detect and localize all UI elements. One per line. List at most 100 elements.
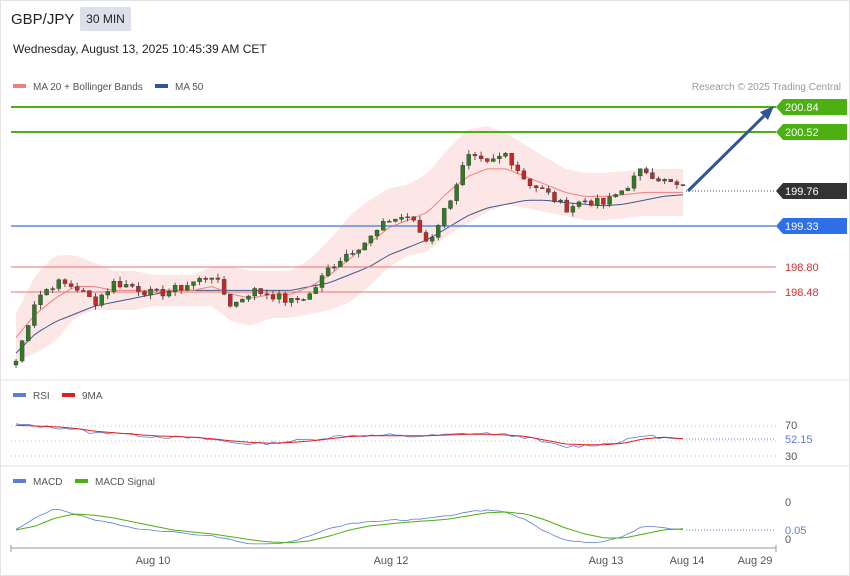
candle-body	[668, 178, 673, 182]
candle-body	[680, 184, 686, 186]
candle-body	[638, 168, 643, 177]
interval-badge[interactable]: 30 MIN	[80, 7, 131, 31]
macd-tick-0: 0	[785, 497, 791, 509]
candle-body	[381, 220, 386, 231]
candle-body	[38, 294, 43, 305]
candle-body	[466, 154, 471, 166]
candle-body	[148, 288, 153, 296]
candle-body	[387, 220, 392, 223]
candle-body	[313, 287, 318, 294]
candle-body	[423, 232, 429, 242]
candle-body	[503, 153, 508, 157]
candle-body	[558, 199, 563, 202]
candle-body	[540, 187, 545, 189]
symbol-title: GBP/JPY	[11, 11, 75, 28]
candle-body	[552, 192, 557, 202]
price-tag-199-33: 199.33	[776, 218, 847, 234]
candle-body	[270, 294, 276, 300]
candle-body	[478, 155, 484, 159]
candle-body	[62, 279, 68, 284]
price-tag-200-84-text: 200.84	[785, 102, 819, 114]
candle-body	[650, 172, 655, 179]
candle-body	[197, 278, 202, 283]
timestamp: Wednesday, August 13, 2025 10:45:39 AM C…	[13, 42, 267, 56]
rsi-ma-legend-label: 9MA	[82, 391, 103, 402]
candle-body	[362, 242, 367, 251]
candle-body	[123, 284, 129, 288]
candle-body	[56, 279, 61, 289]
candle-body	[252, 288, 257, 297]
candle-body	[607, 196, 612, 205]
rsi-value: 52.15	[785, 434, 813, 446]
candle-body	[332, 266, 337, 269]
candle-body	[19, 340, 25, 362]
candle-body	[32, 304, 37, 326]
candle-body	[582, 200, 588, 203]
candle-body	[166, 291, 172, 297]
candle-body	[515, 164, 520, 171]
candle-body	[276, 293, 282, 300]
candle-body	[246, 295, 251, 300]
price-tag-200-52: 200.52	[776, 124, 847, 140]
ma20-legend-swatch	[13, 84, 26, 88]
price-tag-199-76: 199.76	[776, 183, 847, 199]
candle-body	[283, 293, 288, 303]
candle-body	[172, 285, 178, 292]
candle-body	[319, 275, 325, 288]
candle-body	[81, 290, 86, 292]
candle-body	[368, 235, 374, 244]
macd-value: 0.05	[785, 525, 806, 537]
candle-body	[154, 288, 159, 291]
macd-line	[15, 509, 684, 545]
candle-body	[99, 294, 104, 306]
candle-body	[589, 200, 594, 206]
candle-body	[117, 281, 123, 288]
support-label-198-80: 198.80	[785, 262, 819, 274]
candle-body	[521, 170, 527, 180]
candle-body	[221, 279, 227, 295]
macd-legend-label: MACD	[33, 477, 62, 488]
candle-body	[656, 178, 661, 182]
candle-body	[178, 285, 184, 291]
candle-body	[227, 294, 233, 307]
watermark: Research © 2025 Trading Central	[692, 82, 841, 93]
candle-body	[601, 197, 606, 205]
candle-body	[509, 153, 514, 166]
candle-body	[215, 277, 221, 280]
candle-body	[191, 281, 196, 286]
candle-body	[460, 165, 465, 185]
candle-body	[417, 220, 423, 233]
candle-body	[497, 155, 502, 160]
x-label-aug12: Aug 12	[374, 555, 409, 567]
forecast-arrow-head	[760, 106, 774, 120]
macd-lines	[15, 509, 684, 545]
candle-body	[160, 289, 166, 297]
ma20-line	[15, 168, 683, 338]
macd-legend-swatch	[13, 479, 26, 483]
candle-body	[613, 194, 618, 197]
candle-body	[209, 277, 215, 280]
candle-body	[625, 188, 631, 191]
candle-body	[130, 284, 135, 287]
candle-body	[533, 185, 539, 188]
price-tag-200-52-text: 200.52	[785, 127, 819, 139]
candle-body	[485, 158, 490, 162]
candle-body	[374, 229, 380, 237]
candle-body	[411, 216, 416, 221]
candle-body	[74, 286, 80, 291]
candle-body	[472, 154, 478, 156]
candle-body	[399, 217, 404, 220]
candle-body	[546, 188, 551, 193]
ma50-line	[15, 194, 684, 354]
candle-body	[674, 181, 680, 185]
candle-body	[68, 283, 74, 287]
candle-body	[570, 206, 576, 213]
ma20-line-group	[15, 168, 683, 338]
rsi-ma-legend-swatch	[62, 393, 75, 397]
candle-body	[393, 218, 398, 222]
candle-body	[527, 178, 533, 186]
rsi-legend-label: RSI	[33, 391, 50, 402]
candle-body	[295, 298, 300, 300]
x-label-aug13: Aug 13	[589, 555, 624, 567]
